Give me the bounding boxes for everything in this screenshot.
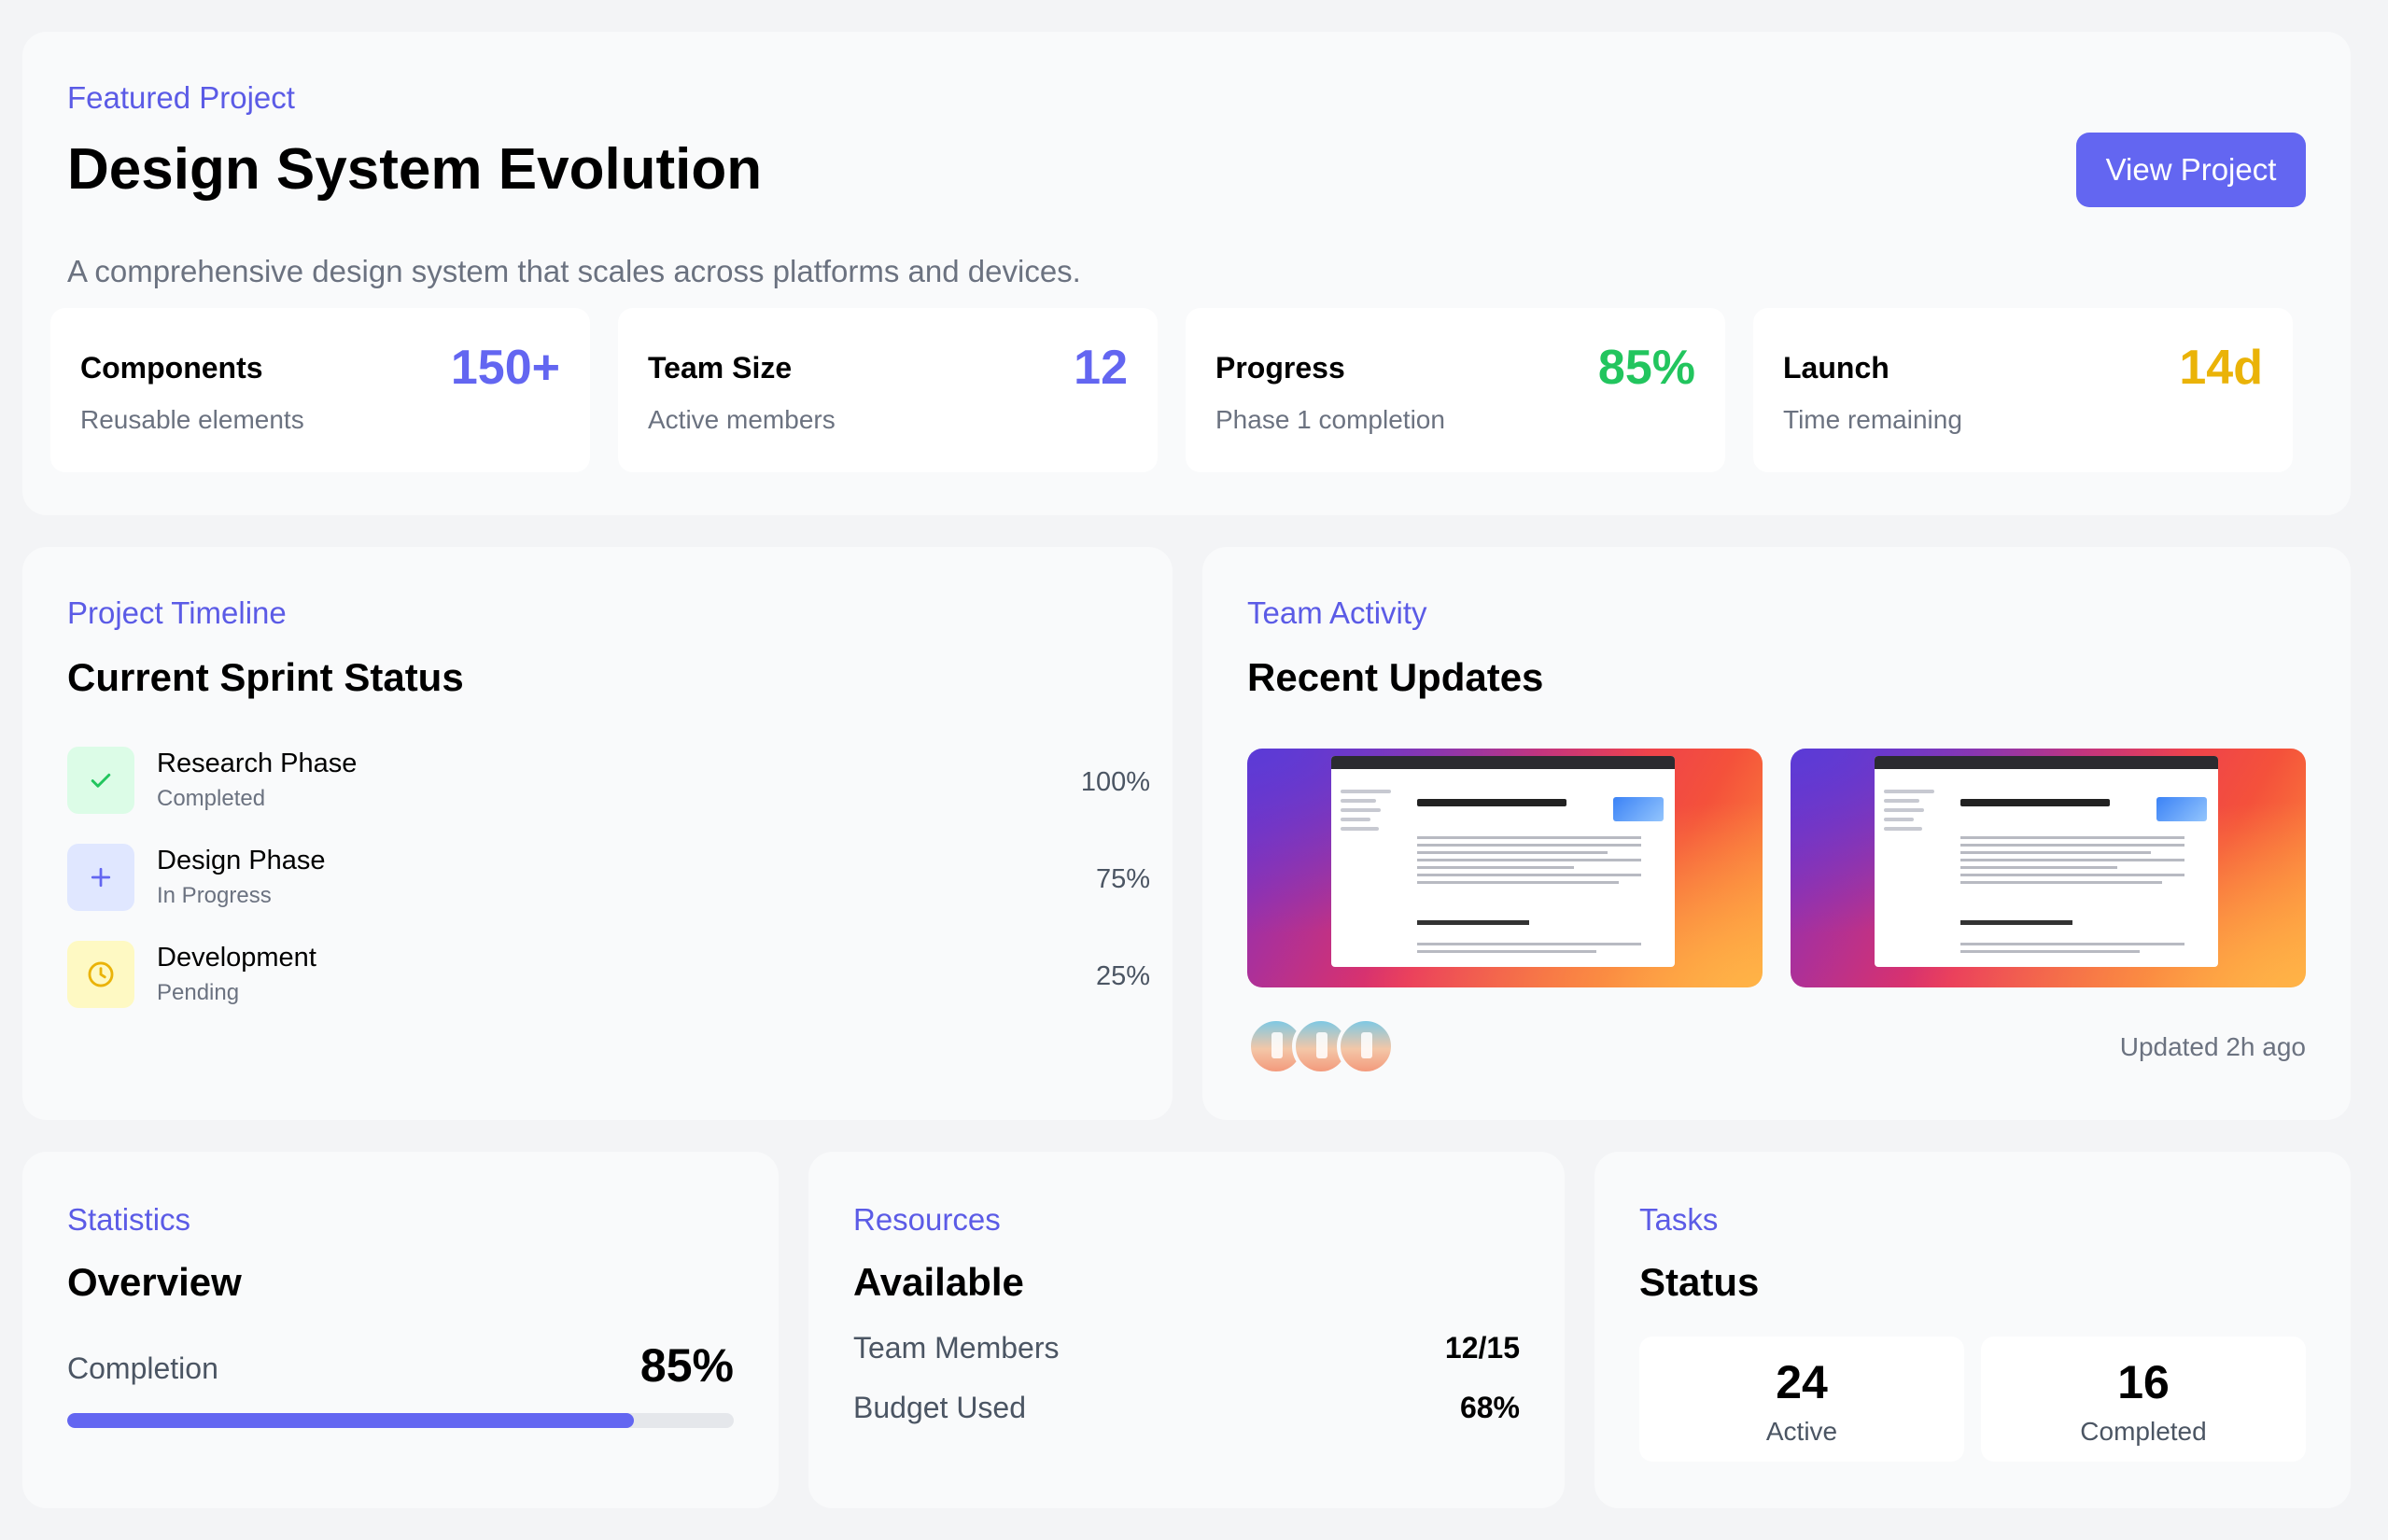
timeline-title: Current Sprint Status bbox=[67, 655, 464, 699]
resource-row-team-members: Team Members 12/15 bbox=[853, 1331, 1520, 1372]
stat-value: 150+ bbox=[450, 341, 560, 395]
timeline-item-name: Design Phase bbox=[157, 846, 326, 875]
stat-card-team-size: Team Size Active members 12 bbox=[618, 308, 1158, 472]
tasks-title: Status bbox=[1639, 1260, 1760, 1304]
timeline-item-status: In Progress bbox=[157, 883, 272, 908]
featured-eyebrow: Featured Project bbox=[67, 80, 295, 115]
resource-label: Budget Used bbox=[853, 1391, 1027, 1424]
tasks-eyebrow: Tasks bbox=[1639, 1202, 1719, 1237]
resources-eyebrow: Resources bbox=[853, 1202, 1001, 1237]
stat-label: Launch bbox=[1783, 351, 1889, 385]
resource-label: Team Members bbox=[853, 1331, 1060, 1365]
completion-value: 85% bbox=[639, 1339, 734, 1392]
activity-eyebrow: Team Activity bbox=[1247, 595, 1427, 630]
avatar[interactable] bbox=[1337, 1017, 1395, 1075]
resources-title: Available bbox=[853, 1260, 1024, 1304]
project-description: A comprehensive design system that scale… bbox=[67, 254, 1081, 288]
stat-label: Components bbox=[80, 351, 263, 385]
timeline-item-percent: 100% bbox=[1080, 767, 1150, 797]
task-count: 24 bbox=[1776, 1356, 1828, 1408]
timeline-item-design[interactable]: Design Phase In Progress 75% bbox=[67, 844, 1150, 915]
avatar-group bbox=[1247, 1017, 1397, 1075]
screenshot-window bbox=[1875, 756, 2218, 967]
resource-row-budget-used: Budget Used 68% bbox=[853, 1391, 1520, 1432]
stat-sub: Phase 1 completion bbox=[1215, 405, 1445, 434]
clock-icon bbox=[67, 941, 134, 1008]
timeline-item-percent: 75% bbox=[1095, 864, 1150, 894]
stat-label: Progress bbox=[1215, 351, 1345, 385]
stat-sub: Active members bbox=[648, 405, 836, 434]
task-count: 16 bbox=[2117, 1356, 2170, 1408]
task-box-completed[interactable]: 16 Completed bbox=[1981, 1337, 2306, 1462]
completion-label: Completion bbox=[67, 1351, 218, 1385]
project-timeline-card: Project Timeline Current Sprint Status R… bbox=[22, 547, 1173, 1120]
timeline-eyebrow: Project Timeline bbox=[67, 595, 287, 630]
timeline-item-percent: 25% bbox=[1095, 961, 1150, 991]
stat-card-components: Components Reusable elements 150+ bbox=[50, 308, 590, 472]
resource-value: 12/15 bbox=[1444, 1331, 1520, 1365]
update-screenshot-thumbnail[interactable] bbox=[1791, 749, 2306, 987]
featured-project-card: Featured Project Design System Evolution… bbox=[22, 32, 2351, 515]
statistics-card: Statistics Overview Completion 85% bbox=[22, 1152, 779, 1508]
stat-sub: Reusable elements bbox=[80, 405, 304, 434]
updated-timestamp: Updated 2h ago bbox=[2119, 1032, 2306, 1061]
completion-progress-bar bbox=[67, 1413, 734, 1428]
resources-card: Resources Available Team Members 12/15 B… bbox=[808, 1152, 1565, 1508]
task-label: Active bbox=[1765, 1417, 1838, 1446]
screenshot-window bbox=[1331, 756, 1675, 967]
statistics-eyebrow: Statistics bbox=[67, 1202, 191, 1237]
task-label: Completed bbox=[2080, 1417, 2207, 1446]
statistics-title: Overview bbox=[67, 1260, 242, 1304]
team-activity-card: Team Activity Recent Updates Updated 2h … bbox=[1202, 547, 2351, 1120]
task-box-active[interactable]: 24 Active bbox=[1639, 1337, 1964, 1462]
view-project-button[interactable]: View Project bbox=[2076, 133, 2306, 207]
stat-card-launch: Launch Time remaining 14d bbox=[1753, 308, 2293, 472]
timeline-item-name: Research Phase bbox=[157, 749, 358, 778]
resource-value: 68% bbox=[1459, 1391, 1520, 1424]
activity-title: Recent Updates bbox=[1247, 655, 1544, 699]
stat-value: 14d bbox=[2179, 341, 2263, 395]
tasks-card: Tasks Status 24 Active 16 Completed bbox=[1594, 1152, 2351, 1508]
stat-label: Team Size bbox=[648, 351, 793, 385]
stat-card-progress: Progress Phase 1 completion 85% bbox=[1186, 308, 1725, 472]
stat-value: 12 bbox=[1074, 341, 1128, 395]
stat-sub: Time remaining bbox=[1783, 405, 1962, 434]
check-icon bbox=[67, 747, 134, 814]
stat-value: 85% bbox=[1597, 341, 1695, 395]
timeline-item-development[interactable]: Development Pending 25% bbox=[67, 941, 1150, 1012]
timeline-item-name: Development bbox=[157, 943, 316, 973]
plus-icon bbox=[67, 844, 134, 911]
project-title: Design System Evolution bbox=[67, 137, 763, 202]
update-screenshot-thumbnail[interactable] bbox=[1247, 749, 1763, 987]
timeline-item-research[interactable]: Research Phase Completed 100% bbox=[67, 747, 1150, 818]
timeline-item-status: Pending bbox=[157, 980, 240, 1005]
completion-progress-fill bbox=[67, 1413, 634, 1428]
timeline-item-status: Completed bbox=[157, 786, 266, 811]
